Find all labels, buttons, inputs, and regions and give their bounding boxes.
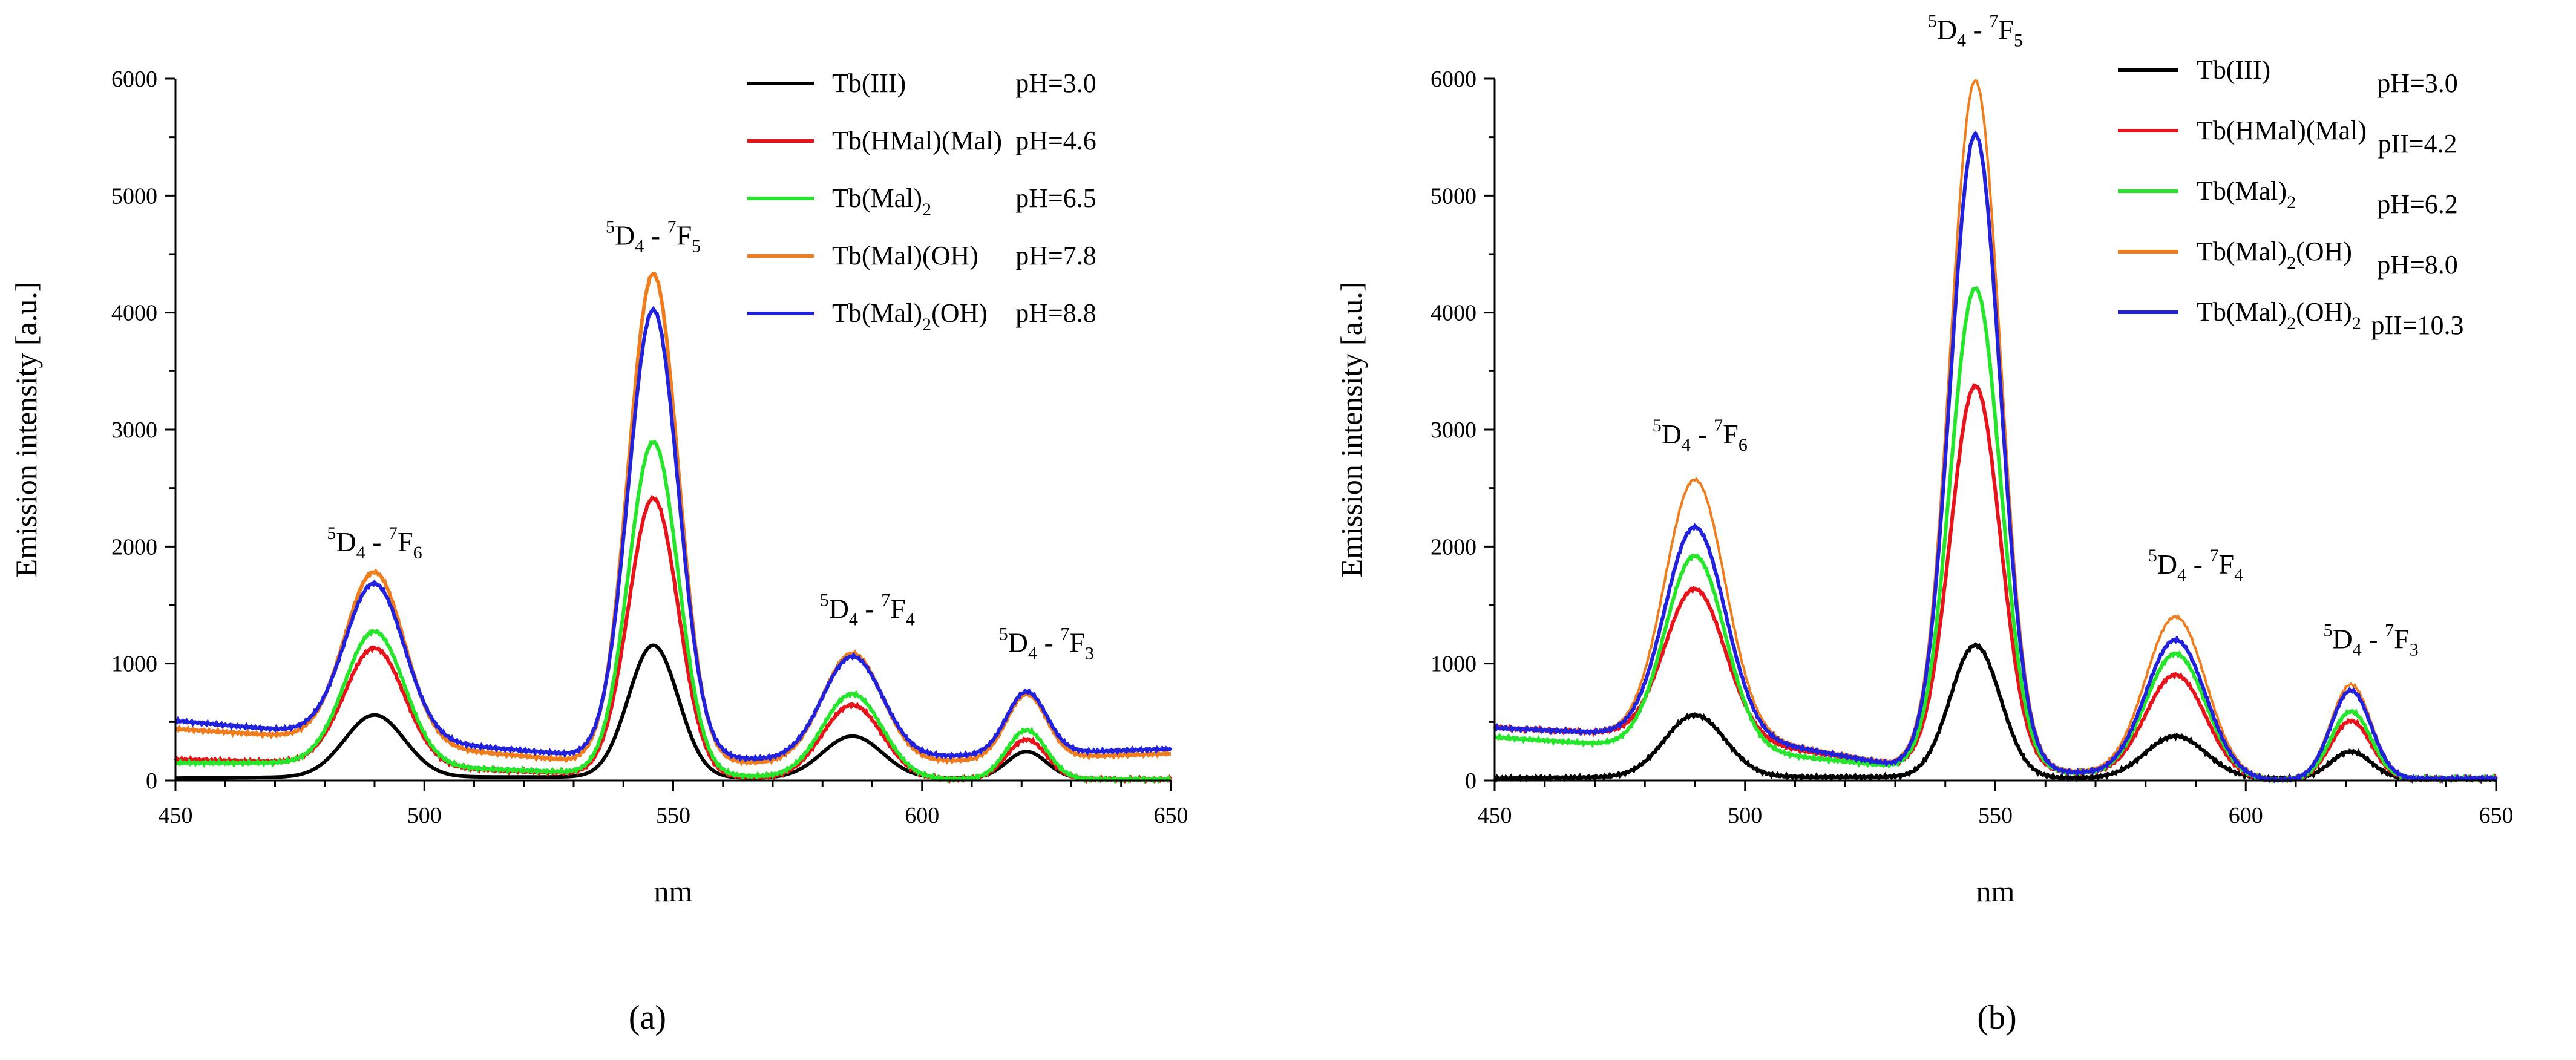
chart-panel-a: 450 500 550 600 650 0 1000 2000 3000 4000 5000 6000… [9, 67, 1188, 1036]
legend-label-1: Tb(III) [832, 68, 906, 98]
legend-ph-2: pH=4.6 [1015, 126, 1096, 155]
x-axis-title: nm [654, 874, 693, 908]
x-tick-label: 550 [656, 803, 690, 828]
y-tick-label: 0 [146, 768, 157, 794]
legend-ph-3: pH=6.5 [1015, 183, 1096, 213]
y-tick-label: 5000 [1431, 183, 1476, 209]
series-line-5 [174, 306, 1173, 763]
y-tick-label: 3000 [111, 417, 157, 443]
x-tick-label: 500 [1728, 803, 1762, 828]
panel-label: (b) [1977, 999, 2016, 1036]
y-tick-label: 0 [1465, 768, 1476, 794]
legend-label-1: Tb(III) [2197, 55, 2270, 85]
y-tick-label: 1000 [1431, 652, 1476, 677]
y-tick-label: 2000 [111, 534, 157, 560]
series-line-2 [1493, 383, 2498, 784]
x-tick-label: 450 [159, 803, 193, 828]
peak-annotation-2: 5D4 - 7F5 [606, 217, 701, 257]
series-line-1 [1493, 642, 2498, 784]
y-axis-title: Emission intensity [a.u.] [9, 282, 43, 578]
y-tick-label: 4000 [111, 301, 157, 326]
legend-label-4: Tb(Mal)(OH) [832, 241, 978, 270]
legend-label-3: Tb(Mal)2 [832, 183, 931, 220]
series-line-1 [175, 643, 1171, 781]
x-tick-label: 600 [2229, 803, 2263, 828]
y-tick-label: 5000 [111, 183, 157, 209]
peak-annotation-1: 5D4 - 7F6 [327, 523, 422, 563]
legend-label-4: Tb(Mal)2(OH) [2197, 237, 2352, 273]
legend-ph-3: pH=6.2 [2377, 189, 2458, 219]
y-tick-label: 2000 [1431, 534, 1476, 560]
peak-annotation-4: 5D4 - 7F3 [999, 624, 1094, 663]
x-axis-title: nm [1976, 874, 2015, 908]
chart-panel-b: 450 500 550 600 650 0 1000 2000 3000 4000 5000 6000… [1334, 11, 2514, 1036]
legend-ph-5: pII=10.3 [2371, 310, 2463, 340]
legend-ph-4: pH=8.0 [2377, 250, 2458, 280]
series-line-5 [1493, 130, 2498, 784]
peak-annotation-4: 5D4 - 7F3 [2324, 621, 2419, 660]
x-tick-label: 450 [1478, 803, 1512, 828]
legend-label-2: Tb(HMal)(Mal) [832, 126, 1002, 155]
legend-label-5: Tb(Mal)2(OH) [832, 298, 988, 335]
legend-ph-4: pH=7.8 [1015, 241, 1096, 270]
x-tick-label: 550 [1978, 803, 2013, 828]
series-line-2 [174, 495, 1173, 784]
x-tick-label: 600 [905, 803, 939, 828]
series-line-4 [175, 272, 1171, 767]
legend-label-3: Tb(Mal)2 [2197, 176, 2296, 212]
x-tick-label: 650 [2479, 803, 2514, 828]
y-tick-label: 1000 [111, 652, 157, 677]
y-tick-label: 4000 [1431, 301, 1476, 326]
y-tick-label: 6000 [1431, 67, 1476, 92]
legend-ph-1: pH=3.0 [1015, 68, 1096, 98]
y-axis-title: Emission intensity [a.u.] [1334, 282, 1368, 578]
peak-annotation-2: 5D4 - 7F5 [1928, 11, 2023, 50]
legend-ph-5: pH=8.8 [1015, 298, 1096, 328]
series-line-3 [1493, 286, 2497, 784]
panel-label: (a) [629, 999, 666, 1036]
legend-label-5: Tb(Mal)2(OH)2 [2197, 297, 2361, 333]
y-tick-label: 6000 [111, 67, 157, 92]
x-tick-label: 500 [407, 803, 442, 828]
legend-ph-1: pH=3.0 [2377, 68, 2458, 98]
legend-ph-2: pII=4.2 [2378, 129, 2457, 159]
peak-annotation-1: 5D4 - 7F6 [1653, 416, 1748, 455]
legend-label-2: Tb(HMal)(Mal) [2197, 116, 2367, 145]
peak-annotation-3: 5D4 - 7F4 [820, 590, 915, 629]
x-tick-label: 650 [1154, 803, 1188, 828]
peak-annotation-3: 5D4 - 7F4 [2148, 546, 2243, 585]
y-tick-label: 3000 [1431, 417, 1476, 443]
series-line-3 [174, 439, 1172, 784]
